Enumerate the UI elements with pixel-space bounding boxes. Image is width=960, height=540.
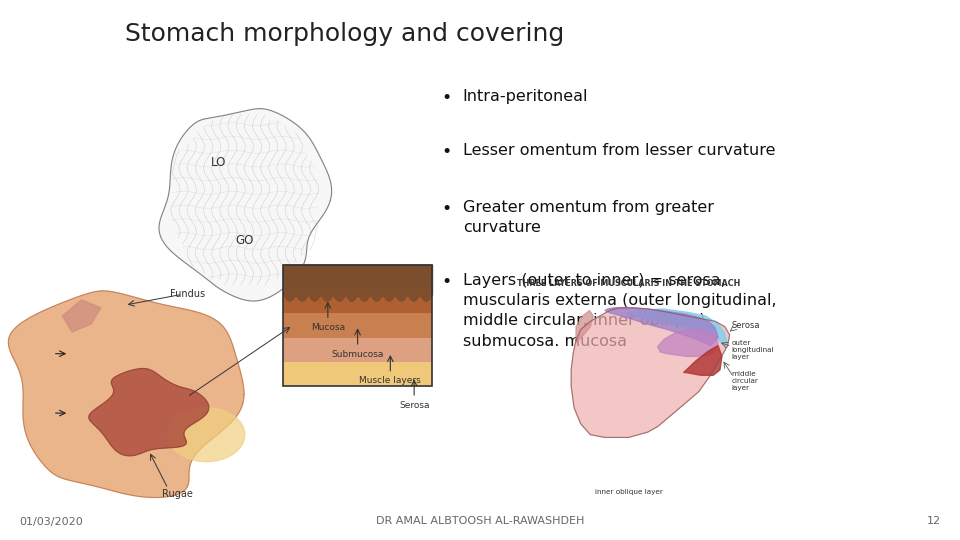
FancyBboxPatch shape bbox=[283, 313, 432, 338]
Polygon shape bbox=[684, 346, 722, 375]
Text: •: • bbox=[442, 200, 452, 218]
Polygon shape bbox=[9, 291, 244, 497]
Polygon shape bbox=[626, 309, 728, 346]
Text: Fundus: Fundus bbox=[170, 289, 204, 299]
Text: Rugae: Rugae bbox=[162, 489, 193, 499]
Polygon shape bbox=[571, 308, 730, 437]
Text: middle
circular
layer: middle circular layer bbox=[732, 370, 758, 391]
Text: GO: GO bbox=[235, 234, 253, 247]
Text: Greater omentum from greater
curvature: Greater omentum from greater curvature bbox=[463, 200, 713, 235]
Text: •: • bbox=[442, 143, 452, 161]
FancyBboxPatch shape bbox=[283, 289, 432, 313]
Text: THREE LAYERS OF MUSCULARIS IN THE STOMACH: THREE LAYERS OF MUSCULARIS IN THE STOMAC… bbox=[517, 279, 740, 288]
Polygon shape bbox=[576, 310, 593, 343]
Text: Serosa: Serosa bbox=[399, 401, 429, 410]
Text: Intra-peritoneal: Intra-peritoneal bbox=[463, 89, 588, 104]
FancyBboxPatch shape bbox=[283, 362, 432, 386]
Text: 01/03/2020: 01/03/2020 bbox=[19, 516, 83, 526]
Text: Serosa: Serosa bbox=[732, 321, 760, 329]
Text: Layers (outer to inner) = serosa,
muscularis externa (outer longitudinal,
middle: Layers (outer to inner) = serosa, muscul… bbox=[463, 273, 777, 349]
Text: •: • bbox=[442, 273, 452, 291]
Polygon shape bbox=[159, 109, 331, 301]
Text: DR AMAL ALBTOOSH AL-RAWASHDEH: DR AMAL ALBTOOSH AL-RAWASHDEH bbox=[375, 516, 585, 526]
Text: LO: LO bbox=[211, 156, 227, 168]
Polygon shape bbox=[89, 368, 208, 456]
Text: Muscle layers: Muscle layers bbox=[359, 376, 421, 386]
Polygon shape bbox=[658, 329, 718, 356]
Text: Stomach morphology and covering: Stomach morphology and covering bbox=[125, 22, 564, 45]
Text: •: • bbox=[442, 89, 452, 107]
FancyBboxPatch shape bbox=[283, 265, 432, 289]
Text: inner oblique layer: inner oblique layer bbox=[595, 489, 662, 496]
Text: outer
longitudinal
layer: outer longitudinal layer bbox=[732, 340, 774, 360]
FancyBboxPatch shape bbox=[283, 338, 432, 362]
Text: Submucosa: Submucosa bbox=[331, 350, 384, 359]
Polygon shape bbox=[605, 308, 718, 346]
Text: 12: 12 bbox=[926, 516, 941, 526]
Text: Mucosa: Mucosa bbox=[311, 323, 345, 332]
Ellipse shape bbox=[168, 408, 245, 462]
Text: Lesser omentum from lesser curvature: Lesser omentum from lesser curvature bbox=[463, 143, 776, 158]
Polygon shape bbox=[62, 300, 101, 332]
